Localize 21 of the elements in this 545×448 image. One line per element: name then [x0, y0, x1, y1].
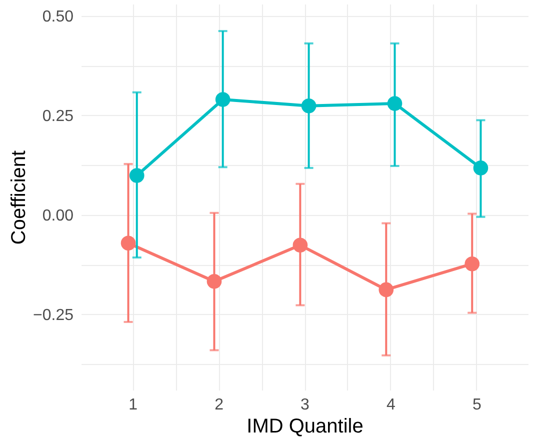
- x-tick-label: 5: [472, 396, 482, 414]
- x-tick-label: 4: [386, 396, 396, 414]
- point: [387, 96, 402, 111]
- point: [464, 256, 480, 272]
- x-tick-label: 3: [300, 396, 310, 414]
- y-tick-label: 0.25: [42, 108, 74, 125]
- x-axis-title: IMD Quantile: [246, 416, 364, 438]
- y-axis-title: Coefficient: [8, 150, 30, 245]
- point: [120, 236, 136, 251]
- point: [301, 98, 316, 114]
- point: [206, 274, 222, 289]
- point: [292, 238, 308, 253]
- y-tick-label: −0.25: [33, 306, 74, 324]
- point: [215, 92, 230, 107]
- y-tick-label: 0.00: [42, 207, 74, 224]
- x-tick-label: 1: [128, 396, 138, 414]
- point: [378, 282, 394, 298]
- point: [473, 160, 488, 176]
- y-tick-label: 0.50: [42, 8, 74, 26]
- x-tick-label: 2: [214, 396, 224, 414]
- point: [129, 168, 144, 183]
